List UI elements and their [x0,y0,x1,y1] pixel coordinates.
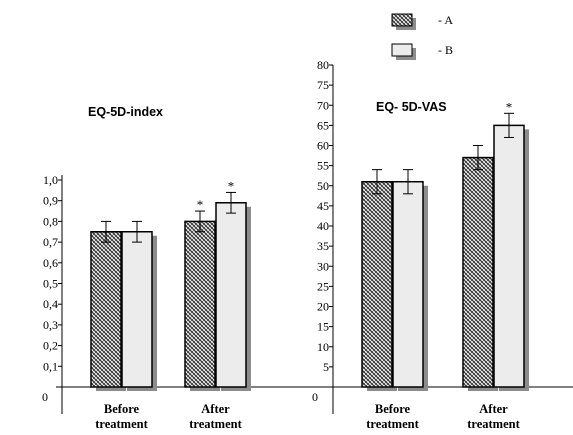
y-tick-label: 0,9 [43,194,58,208]
bar-series-b [493,124,525,388]
legend-label-a: - A [438,13,453,27]
y-tick-label: 0,8 [43,214,58,228]
legend-item-b: - B [391,43,453,60]
legend: - A - B [391,13,453,60]
y-tick-label: 10 [317,340,329,354]
bar-series-a [90,231,122,388]
y-ticks: 0 5 10 15 20 25 30 35 40 45 50 55 60 65 70 75 80 [312,58,333,404]
x-category-label: After treatment [189,402,242,431]
y-tick-label: 5 [323,360,329,374]
y-tick-label: 0,1 [43,359,58,373]
y-tick-label: 40 [317,219,329,233]
legend-label-b: - B [438,43,453,57]
y-tick-label: 20 [317,300,329,314]
y-tick-label: 1,0 [43,173,58,187]
bar-series-b [392,180,424,388]
x-category-label: After treatment [467,402,520,431]
significance-marker: * [506,99,513,114]
y-tick-label: 0,7 [43,235,58,249]
bar-series-b [121,231,153,388]
y-tick-label: 0,2 [43,339,58,353]
y-tick-label: 45 [317,199,329,213]
y-tick-label: 25 [317,279,329,293]
y-tick-label: 55 [317,159,329,173]
y-tick-label: 0 [42,390,48,404]
y-tick-label: 15 [317,320,329,334]
bar-series-a [361,180,393,388]
x-category-label: Before treatment [366,402,419,431]
y-tick-label: 65 [317,118,329,132]
y-tick-label: 50 [317,179,329,193]
y-tick-label: 0,3 [43,318,58,332]
y-tick-label: 0,6 [43,256,58,270]
panel-title: EQ- 5D-VAS [376,100,447,114]
legend-swatch-a [391,13,413,27]
y-tick-label: 80 [317,58,329,72]
bars: * [361,99,529,391]
panel-eq5d-index: EQ-5D-index 0 0,1 0,2 0,3 0,4 0,5 0,6 0,7 0,8 0,9… [42,105,573,431]
legend-item-a: - A [391,13,453,30]
significance-marker: * [197,197,204,212]
y-tick-label: 0,4 [43,297,58,311]
x-category-labels: Before treatment After treatment [95,402,242,431]
bar-series-b [215,202,247,388]
panel-eq5d-vas: EQ- 5D-VAS 0 5 10 15 20 25 30 35 40 45 50 55 60 65 70 7… [312,58,529,431]
y-tick-label: 30 [317,259,329,273]
significance-marker: * [228,178,235,193]
y-tick-label: 70 [317,98,329,112]
y-ticks: 0 0,1 0,2 0,3 0,4 0,5 0,6 0,7 0,8 0,9 1,0 [42,173,62,404]
bar-series-a [462,156,494,388]
x-category-label: Before treatment [95,402,148,431]
legend-swatch-b [391,43,413,57]
y-tick-label: 0,5 [43,277,58,291]
y-tick-label: 0 [312,390,318,404]
bar-series-a [184,220,216,388]
bars: ** [90,178,251,391]
panel-title: EQ-5D-index [88,105,163,119]
y-tick-label: 35 [317,239,329,253]
y-tick-label: 60 [317,139,329,153]
x-category-labels: Before treatment After treatment [366,402,520,431]
y-tick-label: 75 [317,78,329,92]
